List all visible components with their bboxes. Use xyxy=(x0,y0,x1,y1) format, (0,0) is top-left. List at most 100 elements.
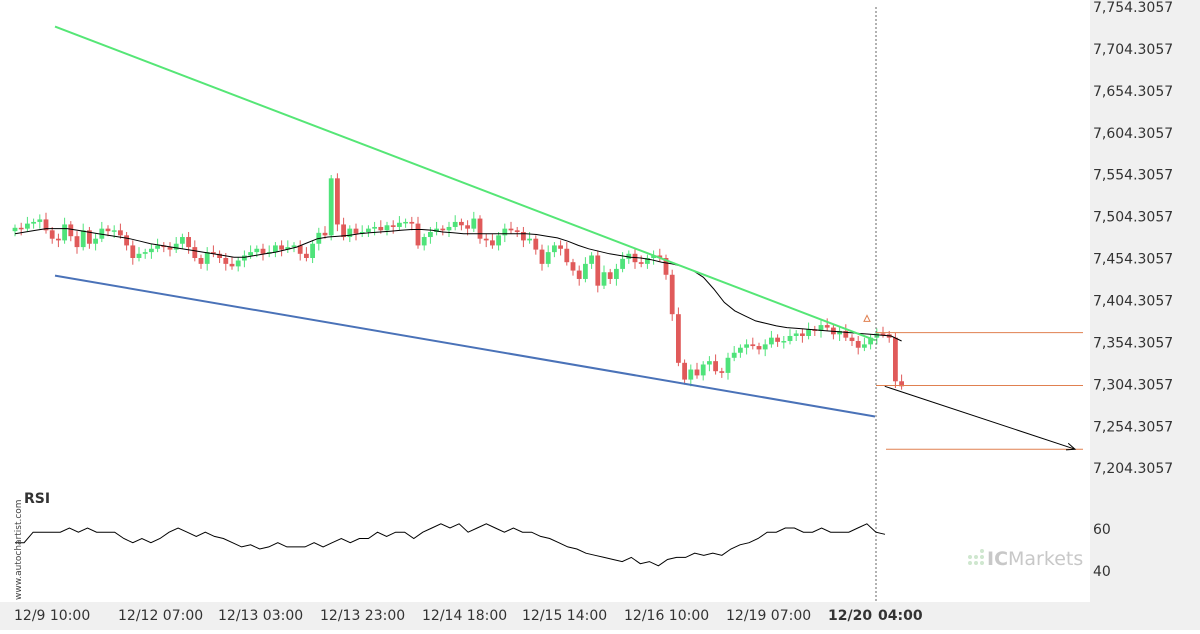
candle-up xyxy=(837,330,842,335)
candle-down xyxy=(260,248,266,254)
candle-down xyxy=(713,361,718,372)
candle-down xyxy=(415,223,421,246)
candle-up xyxy=(769,337,774,345)
candle-up xyxy=(248,252,253,256)
candle-down xyxy=(669,274,675,315)
candle-down xyxy=(564,248,570,263)
candle-down xyxy=(124,235,129,246)
candle-down xyxy=(694,369,700,376)
x-tick-label: 12/13 03:00 xyxy=(218,608,303,624)
projection-arrow xyxy=(884,385,1076,450)
logo-dots-icon xyxy=(968,549,984,565)
x-tick-label: 12/15 14:00 xyxy=(522,608,607,624)
candle-down xyxy=(217,253,222,258)
candle-up xyxy=(310,243,315,258)
candle-up xyxy=(254,248,260,253)
candle-down xyxy=(297,245,303,254)
candle-up xyxy=(384,225,390,231)
candle-down xyxy=(849,337,855,342)
candle-up xyxy=(242,255,247,261)
candle-down xyxy=(465,225,470,229)
candle-down xyxy=(49,230,55,239)
x-tick-label-highlight: 12/20 xyxy=(828,608,872,624)
candle-up xyxy=(471,218,477,229)
candle-up xyxy=(781,341,787,343)
logo-prefix: IC xyxy=(987,548,1008,570)
candle-up xyxy=(173,243,179,250)
y-tick-label: 7,454.3057 xyxy=(1093,252,1173,268)
candle-up xyxy=(545,252,551,264)
candle-up xyxy=(502,228,508,236)
support-trendline xyxy=(54,274,876,418)
candle-up xyxy=(93,238,98,244)
candle-up xyxy=(155,245,160,249)
candle-up xyxy=(626,253,632,259)
candle-up xyxy=(31,221,36,224)
x-axis-panel xyxy=(0,602,1090,630)
candle-down xyxy=(279,245,284,250)
candle-down xyxy=(459,221,464,226)
candle-down xyxy=(68,224,74,237)
candle-up xyxy=(80,230,86,248)
candle-down xyxy=(682,362,687,380)
candle-up xyxy=(700,364,706,376)
candle-down xyxy=(477,218,483,239)
candle-up xyxy=(651,255,656,258)
y-tick-label: 7,654.3057 xyxy=(1093,84,1173,100)
candle-up xyxy=(397,222,402,227)
candle-down xyxy=(855,341,861,348)
candle-up xyxy=(421,237,427,246)
candle-up xyxy=(434,228,439,233)
candle-down xyxy=(43,219,49,231)
candle-down xyxy=(775,337,780,342)
candle-down xyxy=(719,371,725,373)
y-tick-label: 7,404.3057 xyxy=(1093,294,1173,310)
candle-down xyxy=(211,252,216,254)
candle-up xyxy=(806,329,811,336)
y-tick-label: 7,554.3057 xyxy=(1093,168,1173,184)
candle-up xyxy=(428,232,433,238)
candle-up xyxy=(688,369,694,380)
candle-down xyxy=(223,257,229,264)
x-tick-time-highlight: 04:00 xyxy=(878,608,923,624)
candle-down xyxy=(18,227,24,230)
candle-down xyxy=(322,232,328,236)
rsi-label: RSI xyxy=(24,491,50,507)
candle-down xyxy=(508,228,514,231)
candle-up xyxy=(149,248,154,253)
x-tick-label: 12/12 07:00 xyxy=(118,608,203,624)
y-tick-label: 7,204.3057 xyxy=(1093,461,1173,477)
candle-up xyxy=(285,247,291,250)
candle-down xyxy=(893,337,898,382)
candle-down xyxy=(409,221,415,224)
rsi-line xyxy=(15,523,886,567)
y-tick-label: 7,754.3057 xyxy=(1093,0,1173,16)
candle-down xyxy=(118,230,123,236)
candle-down xyxy=(335,178,340,225)
y-tick-label: 7,354.3057 xyxy=(1093,335,1173,351)
candle-down xyxy=(130,245,136,258)
y-tick-label: 7,604.3057 xyxy=(1093,126,1173,142)
candle-down xyxy=(824,325,830,328)
candle-up xyxy=(527,238,532,241)
candle-up xyxy=(99,228,105,239)
candle-down xyxy=(539,249,545,264)
candle-down xyxy=(440,228,446,231)
candle-up xyxy=(273,245,278,253)
candle-up xyxy=(372,226,377,229)
candle-up xyxy=(725,357,731,373)
candle-up xyxy=(291,245,297,248)
logo-suffix: Markets xyxy=(1008,548,1083,570)
candle-up xyxy=(645,257,650,264)
x-tick-label: 12/9 10:00 xyxy=(14,608,90,624)
candle-up xyxy=(874,333,880,338)
candle-down xyxy=(353,228,359,234)
candle-down xyxy=(167,247,173,250)
candle-up xyxy=(366,228,371,233)
candle-up xyxy=(347,228,353,238)
candle-up xyxy=(204,252,210,264)
svg-text:ICMarkets: ICMarkets xyxy=(987,548,1083,570)
candle-up xyxy=(731,352,737,358)
